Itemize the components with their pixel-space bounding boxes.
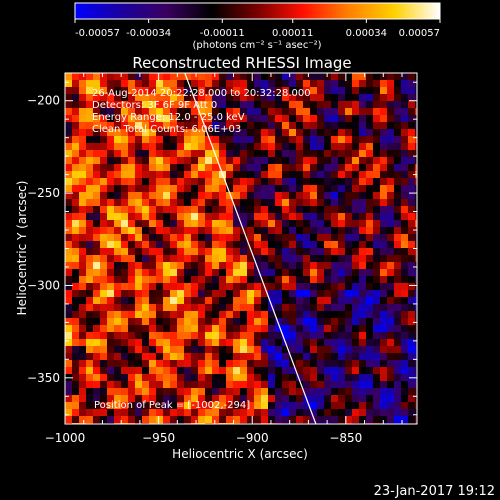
x-tick-label: −900: [236, 431, 269, 445]
x-tick-label: −850: [329, 431, 362, 445]
colorbar: -0.00057 -0.00034 -0.00011 0.00011 0.00034 0.…: [74, 2, 441, 51]
limb-line: [184, 73, 317, 424]
info-line-time: 26-Aug-2014 20:22:28.000 to 20:32:28.000: [92, 88, 311, 99]
x-axis-label: Heliocentric X (arcsec): [172, 447, 308, 461]
y-tick-label: −350: [27, 371, 60, 385]
info-line-energy: Energy Range: 12.0 - 25.0 keV: [92, 112, 245, 123]
x-axis: −1000 −950 −900 −850: [45, 73, 403, 445]
heatmap: [65, 73, 417, 424]
colorbar-tick-label: -0.00011: [200, 28, 245, 39]
colorbar-tick-label: 0.00011: [272, 28, 313, 39]
y-tick-label: −300: [27, 278, 60, 292]
info-line-counts: Clean Total Counts: 6.06E+03: [92, 124, 241, 135]
colorbar-tick-label: 0.00057: [399, 28, 440, 39]
y-axis-label: Heliocentric Y (arcsec): [15, 181, 29, 316]
colorbar-tick-label: -0.00034: [126, 28, 171, 39]
y-axis: −200 −250 −300 −350: [27, 81, 417, 416]
info-block: 26-Aug-2014 20:22:28.000 to 20:32:28.000…: [92, 88, 311, 135]
x-tick-label: −950: [142, 431, 175, 445]
x-tick-label: −1000: [45, 431, 86, 445]
timestamp: 23-Jan-2017 19:12: [374, 484, 495, 499]
y-tick-label: −200: [27, 94, 60, 108]
chart-title: Reconstructed RHESSI Image: [132, 54, 351, 72]
colorbar-gradient: [74, 2, 441, 20]
colorbar-tick-label: -0.00057: [75, 28, 120, 39]
colorbar-units: (photons cm⁻² s⁻¹ asec⁻²): [192, 40, 321, 51]
peak-position-label: Position of Peak = [-1002,-294]: [94, 400, 250, 411]
y-tick-label: −250: [27, 186, 60, 200]
colorbar-tick-label: 0.00034: [346, 28, 387, 39]
colorbar-ticks: -0.00057 -0.00034 -0.00011 0.00011 0.00034 0.…: [74, 19, 441, 39]
info-line-detectors: Detectors: 3F 6F 9F Att 0: [92, 100, 217, 111]
